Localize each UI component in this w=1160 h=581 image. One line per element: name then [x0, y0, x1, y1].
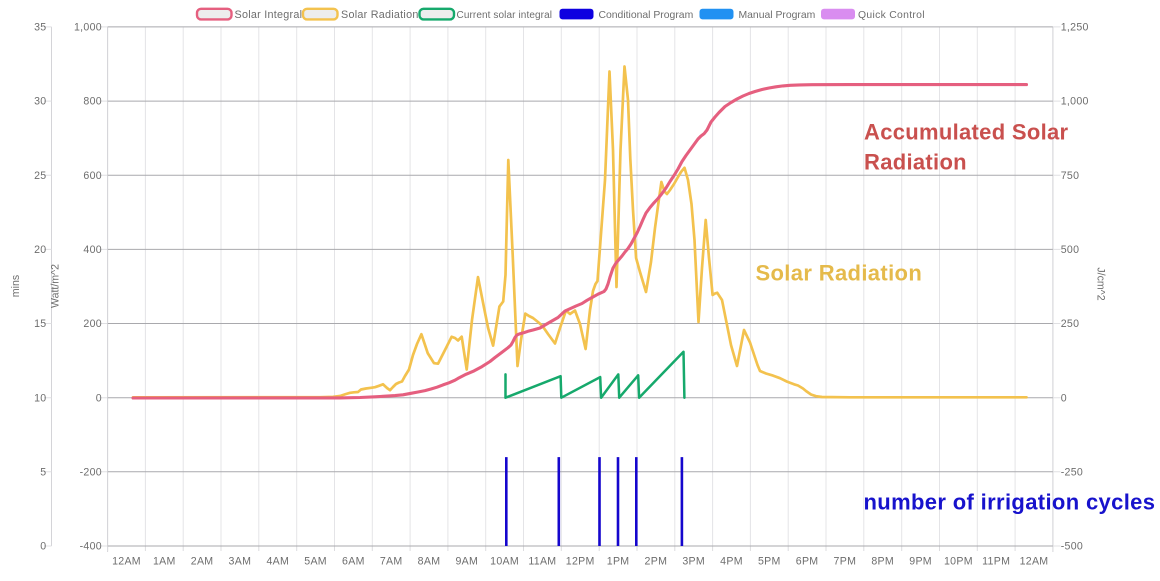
svg-text:-250: -250 [1061, 466, 1083, 478]
svg-text:Watt/m^2: Watt/m^2 [50, 264, 62, 308]
svg-text:-400: -400 [80, 541, 102, 553]
svg-text:Quick Control: Quick Control [858, 10, 925, 21]
svg-text:Solar Integral: Solar Integral [235, 9, 303, 21]
svg-text:1,000: 1,000 [1061, 96, 1089, 108]
svg-text:0: 0 [1061, 392, 1067, 404]
svg-text:800: 800 [83, 96, 102, 108]
svg-text:1AM: 1AM [153, 556, 176, 568]
svg-text:9PM: 9PM [909, 556, 932, 568]
svg-text:7PM: 7PM [834, 556, 857, 568]
svg-text:-200: -200 [80, 466, 102, 478]
svg-text:5AM: 5AM [304, 556, 327, 568]
svg-text:1,000: 1,000 [74, 22, 102, 34]
svg-text:1PM: 1PM [607, 556, 630, 568]
svg-text:5PM: 5PM [758, 556, 781, 568]
svg-text:10: 10 [34, 392, 46, 404]
svg-text:12AM: 12AM [112, 556, 141, 568]
svg-text:12AM: 12AM [1020, 556, 1049, 568]
svg-text:12PM: 12PM [566, 556, 595, 568]
svg-text:9AM: 9AM [455, 556, 478, 568]
svg-text:10PM: 10PM [944, 556, 973, 568]
svg-text:2PM: 2PM [645, 556, 668, 568]
svg-text:J/cm^2: J/cm^2 [1095, 267, 1107, 300]
svg-text:0: 0 [40, 541, 46, 553]
svg-text:8AM: 8AM [418, 556, 441, 568]
svg-text:35: 35 [34, 22, 46, 34]
svg-text:30: 30 [34, 96, 46, 108]
svg-text:5: 5 [40, 466, 46, 478]
svg-text:0: 0 [96, 392, 102, 404]
svg-text:600: 600 [83, 170, 102, 182]
svg-text:10AM: 10AM [490, 556, 519, 568]
svg-text:Solar Radiation: Solar Radiation [341, 9, 419, 21]
svg-text:2AM: 2AM [191, 556, 214, 568]
svg-text:8PM: 8PM [871, 556, 894, 568]
svg-text:400: 400 [83, 244, 102, 256]
svg-text:1,250: 1,250 [1061, 22, 1089, 34]
svg-text:number of irrigation cycles: number of irrigation cycles [864, 489, 1156, 514]
svg-text:mins: mins [10, 275, 22, 297]
svg-text:11PM: 11PM [982, 556, 1010, 568]
svg-text:Radiation: Radiation [864, 149, 967, 174]
svg-text:Conditional Program: Conditional Program [599, 10, 694, 21]
svg-text:Solar Radiation: Solar Radiation [756, 260, 923, 285]
svg-text:4PM: 4PM [720, 556, 743, 568]
svg-text:250: 250 [1061, 318, 1080, 330]
svg-text:4AM: 4AM [266, 556, 289, 568]
svg-text:Manual Program: Manual Program [739, 10, 816, 21]
svg-text:3PM: 3PM [682, 556, 705, 568]
svg-text:Current solar integral: Current solar integral [457, 10, 553, 21]
svg-text:500: 500 [1061, 244, 1080, 256]
svg-text:11AM: 11AM [528, 556, 556, 568]
svg-text:25: 25 [34, 170, 46, 182]
svg-text:7AM: 7AM [380, 556, 403, 568]
svg-text:15: 15 [34, 318, 46, 330]
svg-text:Accumulated Solar: Accumulated Solar [864, 120, 1069, 145]
svg-text:750: 750 [1061, 170, 1080, 182]
svg-text:6PM: 6PM [796, 556, 819, 568]
svg-text:6AM: 6AM [342, 556, 365, 568]
svg-text:-500: -500 [1061, 541, 1083, 553]
svg-text:3AM: 3AM [229, 556, 252, 568]
svg-text:20: 20 [34, 244, 46, 256]
svg-text:200: 200 [83, 318, 102, 330]
